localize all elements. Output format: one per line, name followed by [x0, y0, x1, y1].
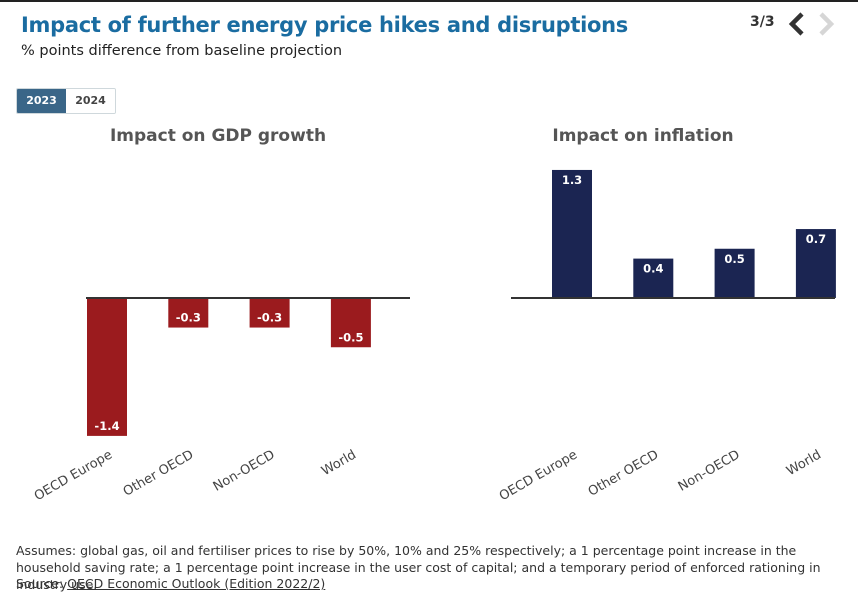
inflation-category-label: OECD Europe	[497, 447, 580, 504]
gdp-category-label: Non-OECD	[211, 447, 278, 494]
gdp-data-label: -0.3	[257, 311, 282, 325]
page-indicator: 3/3	[750, 14, 775, 30]
inflation-category-label: Other OECD	[586, 447, 662, 499]
source-line: Source: OECD Economic Outlook (Edition 2…	[16, 576, 325, 591]
gdp-data-label: -0.5	[338, 330, 363, 344]
inflation-data-label: 0.4	[643, 262, 663, 276]
inflation-category-label: World	[784, 447, 824, 479]
inflation-bar	[795, 229, 836, 298]
inflation-data-label: 0.5	[724, 252, 744, 266]
source-link[interactable]: OECD Economic Outlook (Edition 2022/2)	[67, 576, 326, 591]
gdp-data-label: -0.3	[176, 311, 201, 325]
gdp-category-label: World	[319, 447, 359, 479]
chevron-right-icon[interactable]	[815, 11, 837, 37]
page-subtitle: % points difference from baseline projec…	[21, 43, 343, 59]
inflation-bar	[633, 258, 674, 298]
inflation-chart-title: Impact on inflation	[552, 126, 733, 146]
footnote: Assumes: global gas, oil and fertiliser …	[16, 543, 821, 592]
tab-2023[interactable]: 2023	[17, 89, 66, 113]
inflation-data-label: 0.7	[806, 232, 826, 246]
inflation-bar	[552, 169, 592, 298]
gdp-bar	[87, 298, 127, 436]
gdp-chart-title: Impact on GDP growth	[110, 126, 326, 146]
chevron-left-icon[interactable]	[786, 11, 808, 37]
year-tabs: 2023 2024	[16, 88, 116, 114]
inflation-category-label: Non-OECD	[676, 447, 743, 494]
bar-charts: Impact on GDP growth -1.4 OECD Europe -0.3 O…	[32, 126, 836, 504]
tab-2024[interactable]: 2024	[66, 89, 115, 113]
page-title: Impact of further energy price hikes and…	[21, 13, 628, 37]
gdp-bar	[249, 298, 290, 328]
top-rule	[0, 0, 858, 2]
gdp-bar	[330, 298, 371, 348]
gdp-data-label: -1.4	[94, 419, 119, 433]
source-prefix: Source:	[16, 576, 68, 591]
gdp-category-label: Other OECD	[121, 447, 197, 499]
inflation-data-label: 1.3	[562, 173, 582, 187]
gdp-category-label: OECD Europe	[32, 447, 115, 504]
gdp-bar	[168, 298, 209, 328]
inflation-bar	[714, 248, 755, 298]
